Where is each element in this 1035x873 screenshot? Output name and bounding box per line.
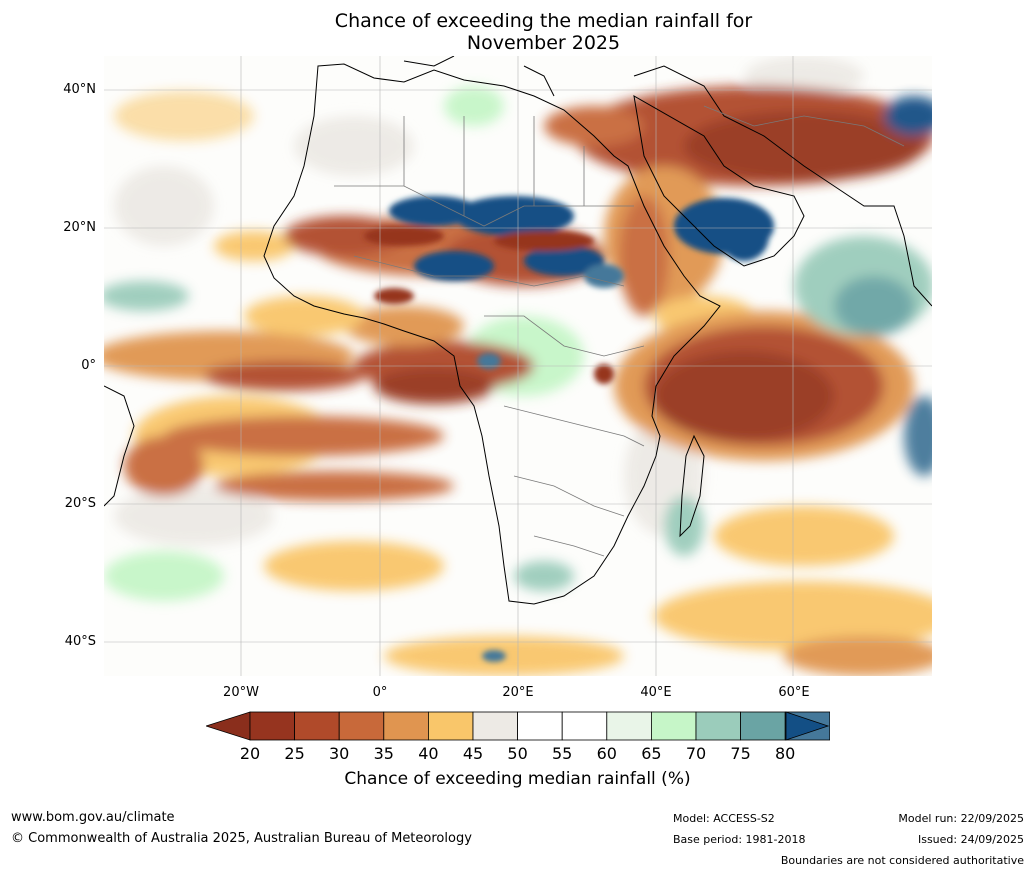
map-canvas	[104, 56, 932, 676]
colorbar-cell	[606, 711, 652, 741]
colorbar	[204, 711, 831, 747]
colorbar-high-extend	[785, 711, 830, 741]
graticule	[104, 56, 932, 676]
rainfall-map	[104, 56, 932, 676]
colorbar-cell	[650, 711, 697, 741]
colorbar-cell	[338, 711, 385, 741]
colorbar-cell	[472, 711, 518, 741]
lon-label-20w: 20°W	[223, 685, 259, 700]
footer-issued: Issued: 24/09/2025	[917, 833, 1024, 846]
colorbar-tick-label: 50	[507, 744, 528, 763]
lon-label-60e: 60°E	[778, 685, 810, 700]
colorbar-cell	[561, 711, 608, 741]
colorbar-tick-label: 35	[373, 744, 394, 763]
colorbar-cell	[695, 711, 741, 741]
colorbar-tick-label: 70	[685, 744, 707, 763]
colorbar-tick-label: 30	[329, 744, 350, 763]
title-line-1: Chance of exceeding the median rainfall …	[334, 10, 753, 32]
colorbar-low-extend	[204, 711, 251, 741]
lat-label-20s: 20°S	[64, 496, 96, 511]
lon-label-40e: 40°E	[640, 685, 672, 700]
lon-label-0: 0°	[372, 685, 388, 700]
map-title: Chance of exceeding the median rainfall …	[0, 10, 1035, 54]
colorbar-tick-label: 65	[641, 744, 662, 763]
country-borders	[334, 105, 905, 557]
lat-label-40s: 40°S	[64, 634, 96, 649]
colorbar-cell	[294, 711, 340, 741]
colorbar-tick-label: 55	[552, 744, 573, 763]
colorbar-cell	[427, 711, 474, 741]
footer-disclaimer: Boundaries are not considered authoritat…	[780, 854, 1024, 867]
footer-base-period: Base period: 1981-2018	[673, 833, 806, 846]
colorbar-cell	[249, 711, 295, 741]
lat-label-40n: 40°N	[63, 82, 96, 97]
footer-copyright: © Commonwealth of Australia 2025, Austra…	[11, 831, 472, 846]
colorbar-svg	[204, 711, 831, 741]
colorbar-tick-label: 25	[284, 744, 305, 763]
footer-model-run: Model run: 22/09/2025	[898, 812, 1024, 825]
colorbar-tick-label: 75	[730, 744, 751, 763]
colorbar-cell	[517, 711, 563, 741]
lon-label-20e: 20°E	[502, 685, 534, 700]
lat-label-20n: 20°N	[63, 220, 96, 235]
footer-model: Model: ACCESS-S2	[673, 812, 775, 825]
footer-url: www.bom.gov.au/climate	[11, 810, 175, 825]
colorbar-tick-label: 40	[418, 744, 439, 763]
colorbar-tick-label: 20	[239, 744, 261, 763]
colorbar-tick-label: 80	[775, 744, 796, 763]
lat-label-0: 0°	[81, 358, 96, 373]
colorbar-tick-label: 60	[596, 744, 617, 763]
colorbar-cell	[740, 711, 786, 741]
probability-field	[104, 56, 932, 676]
colorbar-label: Chance of exceeding median rainfall (%)	[344, 769, 691, 789]
colorbar-tick-label: 45	[462, 744, 484, 763]
title-line-2: November 2025	[466, 32, 621, 54]
colorbar-cell	[383, 711, 429, 741]
coastlines	[104, 56, 932, 605]
